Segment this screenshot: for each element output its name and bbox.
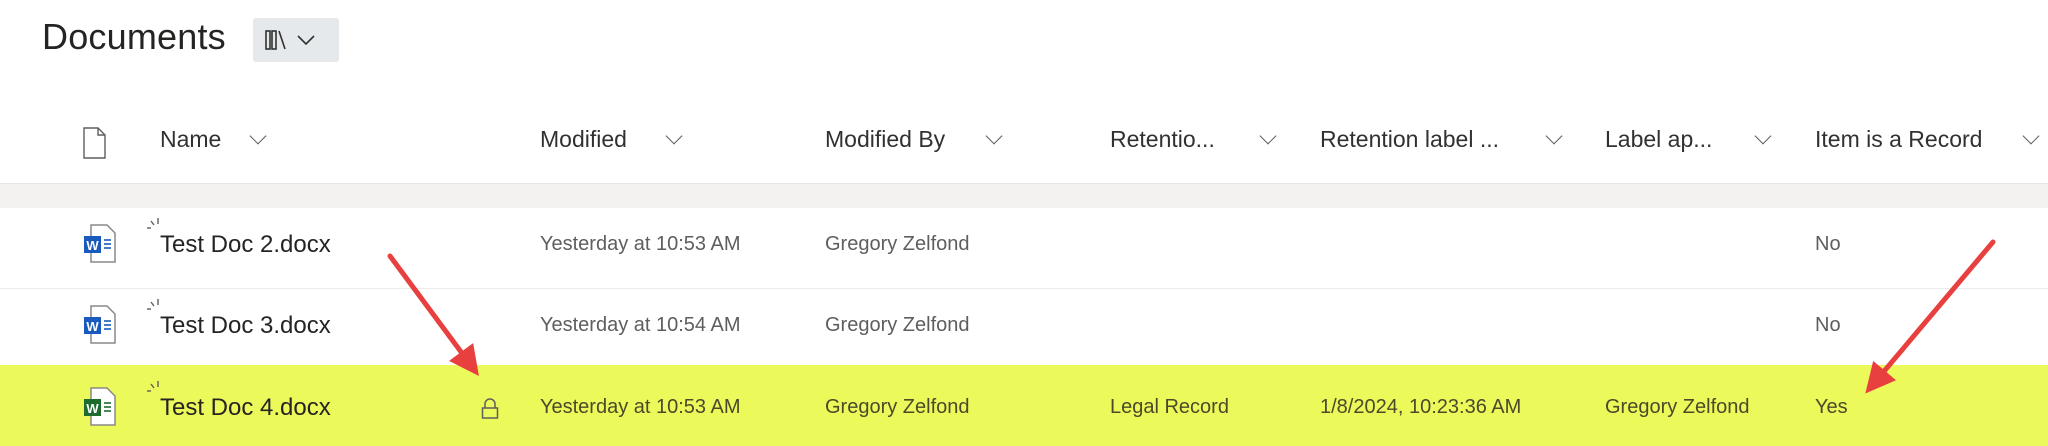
new-item-sparkle-icon: [147, 218, 159, 229]
retention-date-cell: 1/8/2024, 10:23:36 AM: [1320, 396, 1522, 418]
column-header-name[interactable]: Name: [160, 126, 267, 153]
column-header-label-applied-by[interactable]: Label ap...: [1605, 126, 1772, 153]
is-record-cell: No: [1815, 233, 1841, 255]
is-record-cell: Yes: [1815, 396, 1848, 418]
table-row-highlighted[interactable]: [0, 365, 2048, 446]
column-label: Name: [160, 126, 222, 152]
chevron-down-icon: [2022, 127, 2040, 145]
column-label: Item is a Record: [1815, 126, 1983, 152]
column-header-retention-label-date[interactable]: Retention label ...: [1320, 126, 1563, 153]
column-label: Modified By: [825, 126, 946, 152]
label-applied-by-cell: Gregory Zelfond: [1605, 396, 1750, 418]
modified-cell: Yesterday at 10:54 AM: [540, 314, 741, 336]
chevron-down-icon: [1259, 127, 1277, 145]
column-label: Retention label ...: [1320, 126, 1500, 152]
modified-by-cell: Gregory Zelfond: [825, 233, 970, 255]
chevron-down-icon: [985, 127, 1003, 145]
svg-text:W: W: [86, 319, 99, 334]
file-name-link[interactable]: Test Doc 3.docx: [160, 312, 331, 339]
file-type-icon: [83, 127, 106, 159]
view-switcher-button[interactable]: [253, 18, 339, 62]
column-header-modified[interactable]: Modified: [540, 126, 683, 153]
column-label: Label ap...: [1605, 126, 1713, 152]
new-item-sparkle-icon: [147, 299, 159, 310]
new-item-sparkle-icon: [147, 381, 159, 392]
svg-text:W: W: [86, 401, 99, 416]
modified-cell: Yesterday at 10:53 AM: [540, 396, 741, 418]
table-row[interactable]: [0, 207, 2048, 289]
library-icon: [265, 30, 315, 50]
column-header-modified-by[interactable]: Modified By: [825, 126, 1003, 153]
column-label: Retentio...: [1110, 126, 1215, 152]
chevron-down-icon: [1754, 127, 1772, 145]
word-file-icon: W: [84, 305, 116, 344]
chevron-down-icon: [1545, 127, 1563, 145]
group-header-band: [0, 183, 2048, 208]
modified-by-cell: Gregory Zelfond: [825, 314, 970, 336]
file-name-link[interactable]: Test Doc 2.docx: [160, 231, 331, 258]
chevron-down-icon: [297, 35, 315, 46]
column-header-item-is-record[interactable]: Item is a Record: [1815, 126, 2040, 153]
column-label: Modified: [540, 126, 627, 152]
word-file-icon: W: [84, 387, 116, 426]
file-name-link[interactable]: Test Doc 4.docx: [160, 394, 331, 421]
svg-text:W: W: [86, 238, 99, 253]
word-file-icon: W: [84, 224, 116, 263]
modified-cell: Yesterday at 10:53 AM: [540, 233, 741, 255]
is-record-cell: No: [1815, 314, 1841, 336]
chevron-down-icon: [249, 127, 267, 145]
column-header-retention[interactable]: Retentio...: [1110, 126, 1277, 153]
lock-icon: [481, 398, 499, 419]
modified-by-cell: Gregory Zelfond: [825, 396, 970, 418]
page-title: Documents: [42, 16, 226, 57]
chevron-down-icon: [665, 127, 683, 145]
retention-label-cell: Legal Record: [1110, 396, 1229, 418]
